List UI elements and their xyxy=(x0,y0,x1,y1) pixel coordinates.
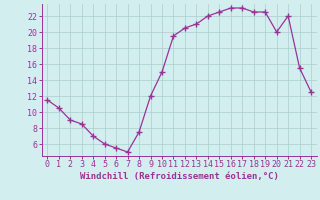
X-axis label: Windchill (Refroidissement éolien,°C): Windchill (Refroidissement éolien,°C) xyxy=(80,172,279,181)
